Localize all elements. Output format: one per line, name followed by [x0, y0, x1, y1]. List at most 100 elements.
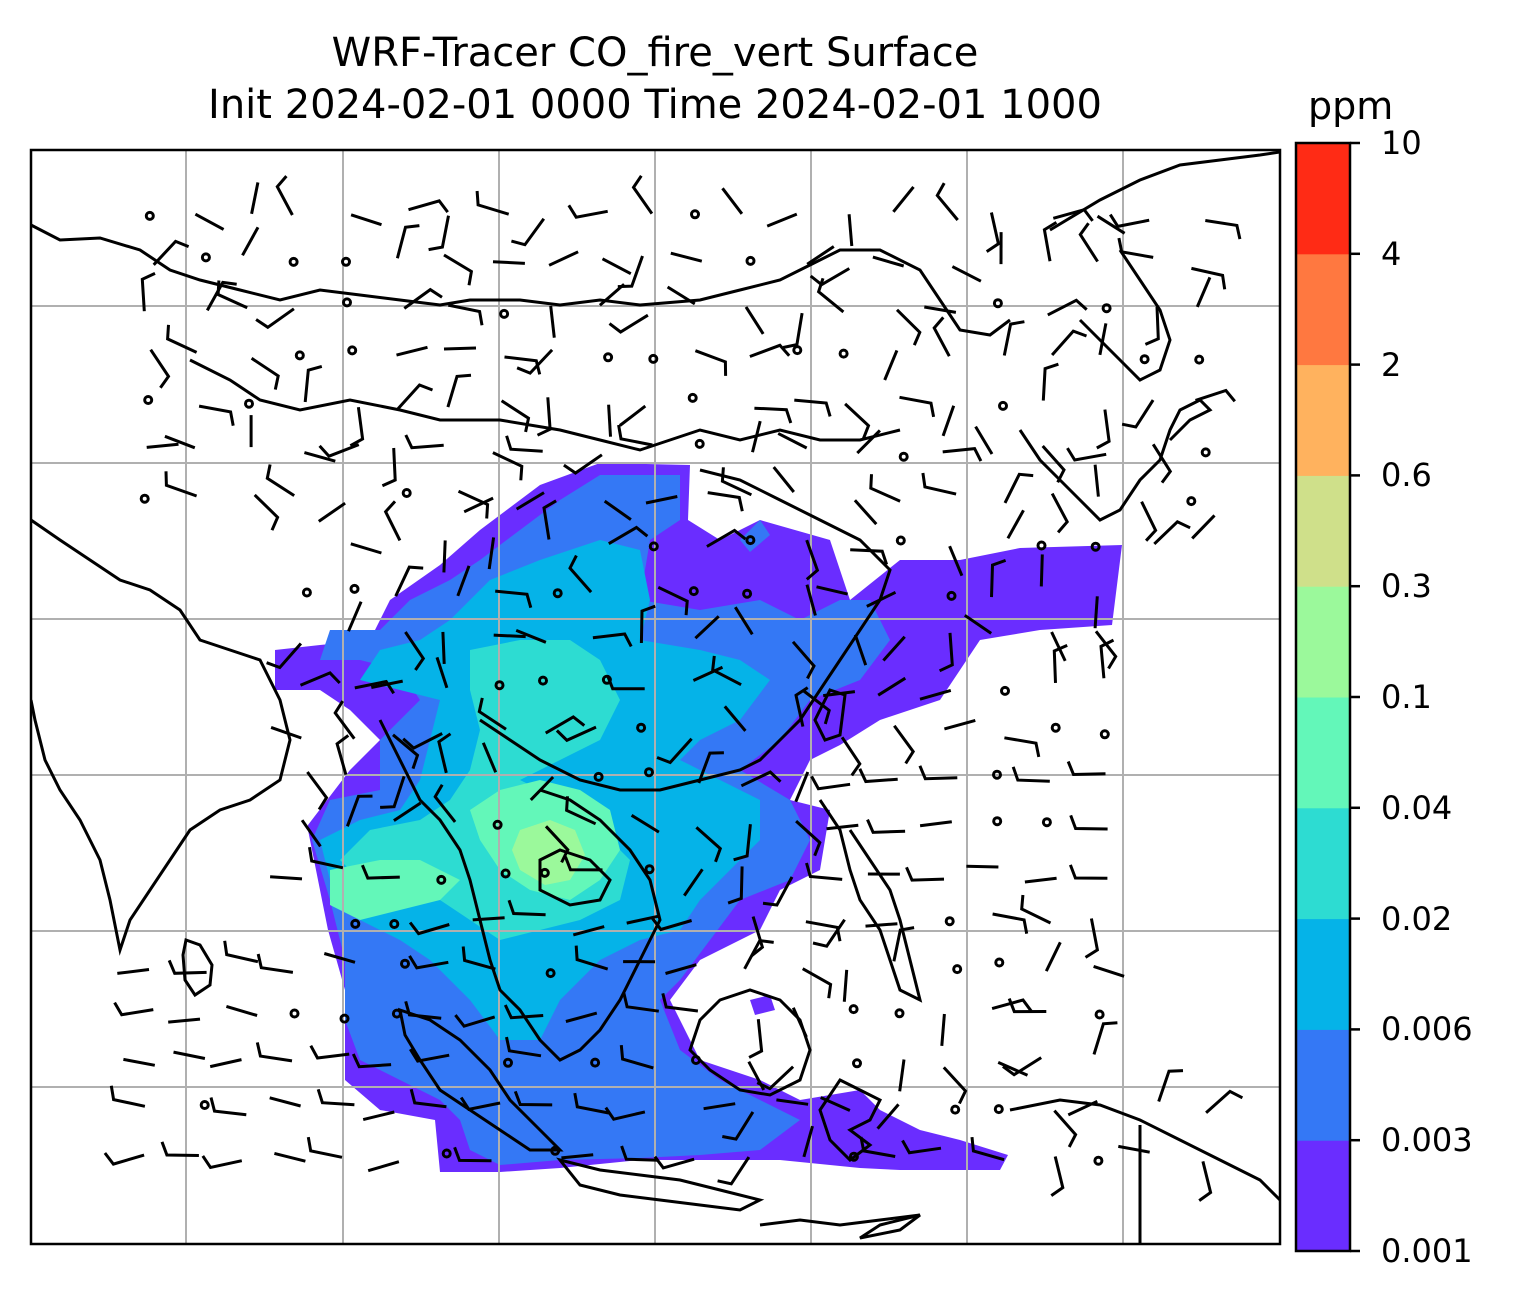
- wind-barb: [303, 364, 323, 403]
- wind-barb: [103, 1152, 145, 1166]
- wind-barb: [919, 688, 952, 701]
- wind-barb: [555, 725, 597, 743]
- wind-barb: [549, 305, 556, 338]
- wind-barb: [991, 998, 1033, 1013]
- wind-barb: [299, 671, 341, 687]
- wind-barb: [694, 615, 720, 640]
- wind-barb: [651, 917, 693, 932]
- wind-barb: [601, 257, 632, 276]
- wind-barb: [892, 926, 915, 962]
- wind-barb: [396, 383, 434, 410]
- wind-barb: [1067, 1099, 1098, 1117]
- calm-wind-circle: [1041, 817, 1052, 828]
- wind-barb: [794, 686, 809, 727]
- wind-barb: [404, 631, 426, 671]
- calm-wind-circle: [992, 816, 1003, 827]
- wind-barb: [515, 629, 547, 644]
- colorbar-unit-label: ppm: [1308, 84, 1394, 128]
- calm-wind-circle: [848, 1151, 859, 1162]
- wind-barb: [805, 539, 820, 581]
- wind-barb: [173, 1050, 206, 1060]
- wind-barb: [442, 540, 447, 573]
- wind-barb: [472, 916, 505, 922]
- wind-barb: [253, 493, 280, 531]
- calm-wind-circle: [349, 583, 360, 594]
- wind-barb: [1020, 894, 1052, 925]
- wind-barb: [850, 548, 889, 565]
- wind-barb: [608, 313, 649, 334]
- wind-barb: [794, 398, 832, 417]
- calm-wind-circle: [690, 209, 700, 220]
- wind-barb: [1041, 362, 1059, 401]
- wind-barb: [396, 345, 428, 357]
- calm-wind-circle: [391, 1008, 402, 1019]
- calm-wind-circle: [1093, 1155, 1104, 1166]
- wind-barb: [645, 495, 678, 505]
- plume-level-0.1: [512, 820, 585, 885]
- colorbar-segment: [1296, 1140, 1350, 1252]
- wind-barb: [1052, 207, 1094, 222]
- wind-barb: [544, 715, 586, 735]
- wind-barb: [766, 212, 798, 228]
- wind-barb: [772, 466, 795, 493]
- wind-barb: [198, 404, 235, 426]
- calm-wind-circle: [494, 680, 505, 691]
- wind-barb: [223, 940, 259, 964]
- colorbar-tick-label: 2: [1381, 345, 1402, 384]
- calm-wind-circle: [400, 958, 410, 969]
- wind-barb: [776, 1098, 809, 1106]
- colorbar-tick-label: 0.3: [1381, 567, 1432, 606]
- wind-barb: [1050, 329, 1088, 356]
- wind-barb: [503, 1004, 544, 1020]
- wind-barb: [733, 824, 752, 862]
- calm-wind-circle: [545, 968, 556, 979]
- wind-barb: [820, 1096, 851, 1112]
- wind-barb: [446, 373, 472, 408]
- calm-wind-circle: [691, 1055, 701, 1065]
- calm-wind-circle: [644, 864, 655, 875]
- calm-wind-circle: [342, 297, 352, 308]
- wind-barb: [905, 866, 945, 882]
- wind-barb: [866, 590, 897, 608]
- wind-barb: [306, 1136, 343, 1159]
- wind-barb: [853, 634, 868, 666]
- wind-barb: [146, 442, 179, 449]
- wind-barb: [794, 771, 810, 803]
- calm-wind-circle: [436, 874, 447, 885]
- colorbar-segment: [1296, 918, 1350, 1030]
- wind-barb: [269, 1096, 301, 1108]
- wind-barb: [1068, 864, 1108, 880]
- wind-barb: [802, 689, 831, 725]
- calm-wind-circle: [1094, 1009, 1105, 1020]
- wind-barb: [1084, 918, 1100, 959]
- wind-barb: [149, 348, 171, 389]
- calm-wind-circle: [992, 298, 1003, 309]
- calm-wind-circle: [1099, 729, 1110, 740]
- wind-barb: [408, 955, 449, 970]
- calm-wind-circle: [992, 769, 1002, 780]
- wind-barb: [809, 267, 851, 287]
- wind-barb: [1066, 760, 1106, 777]
- wind-barb: [872, 255, 905, 268]
- wind-barb: [350, 213, 382, 227]
- wind-barb: [402, 732, 443, 750]
- calm-wind-circle: [848, 1004, 859, 1015]
- calm-wind-circle: [688, 586, 699, 597]
- wind-barb: [653, 1155, 695, 1170]
- colorbar-tick-label: 0.1: [1381, 678, 1432, 716]
- wind-barb: [782, 312, 804, 349]
- wind-barb: [409, 1088, 447, 1109]
- wind-barb: [748, 1019, 764, 1059]
- calm-wind-circle: [538, 675, 548, 686]
- coast-ne-asia: [1049, 150, 1280, 232]
- wind-barb: [447, 303, 484, 326]
- wind-barb: [493, 633, 526, 639]
- wind-barb: [241, 226, 260, 257]
- wind-barb: [123, 1057, 156, 1067]
- calm-wind-circle: [301, 587, 312, 598]
- wind-barb: [899, 395, 936, 418]
- coast-srilanka: [181, 938, 214, 998]
- wind-barb: [393, 801, 422, 822]
- calm-wind-circle: [745, 255, 756, 266]
- coast-cambodia: [538, 848, 612, 907]
